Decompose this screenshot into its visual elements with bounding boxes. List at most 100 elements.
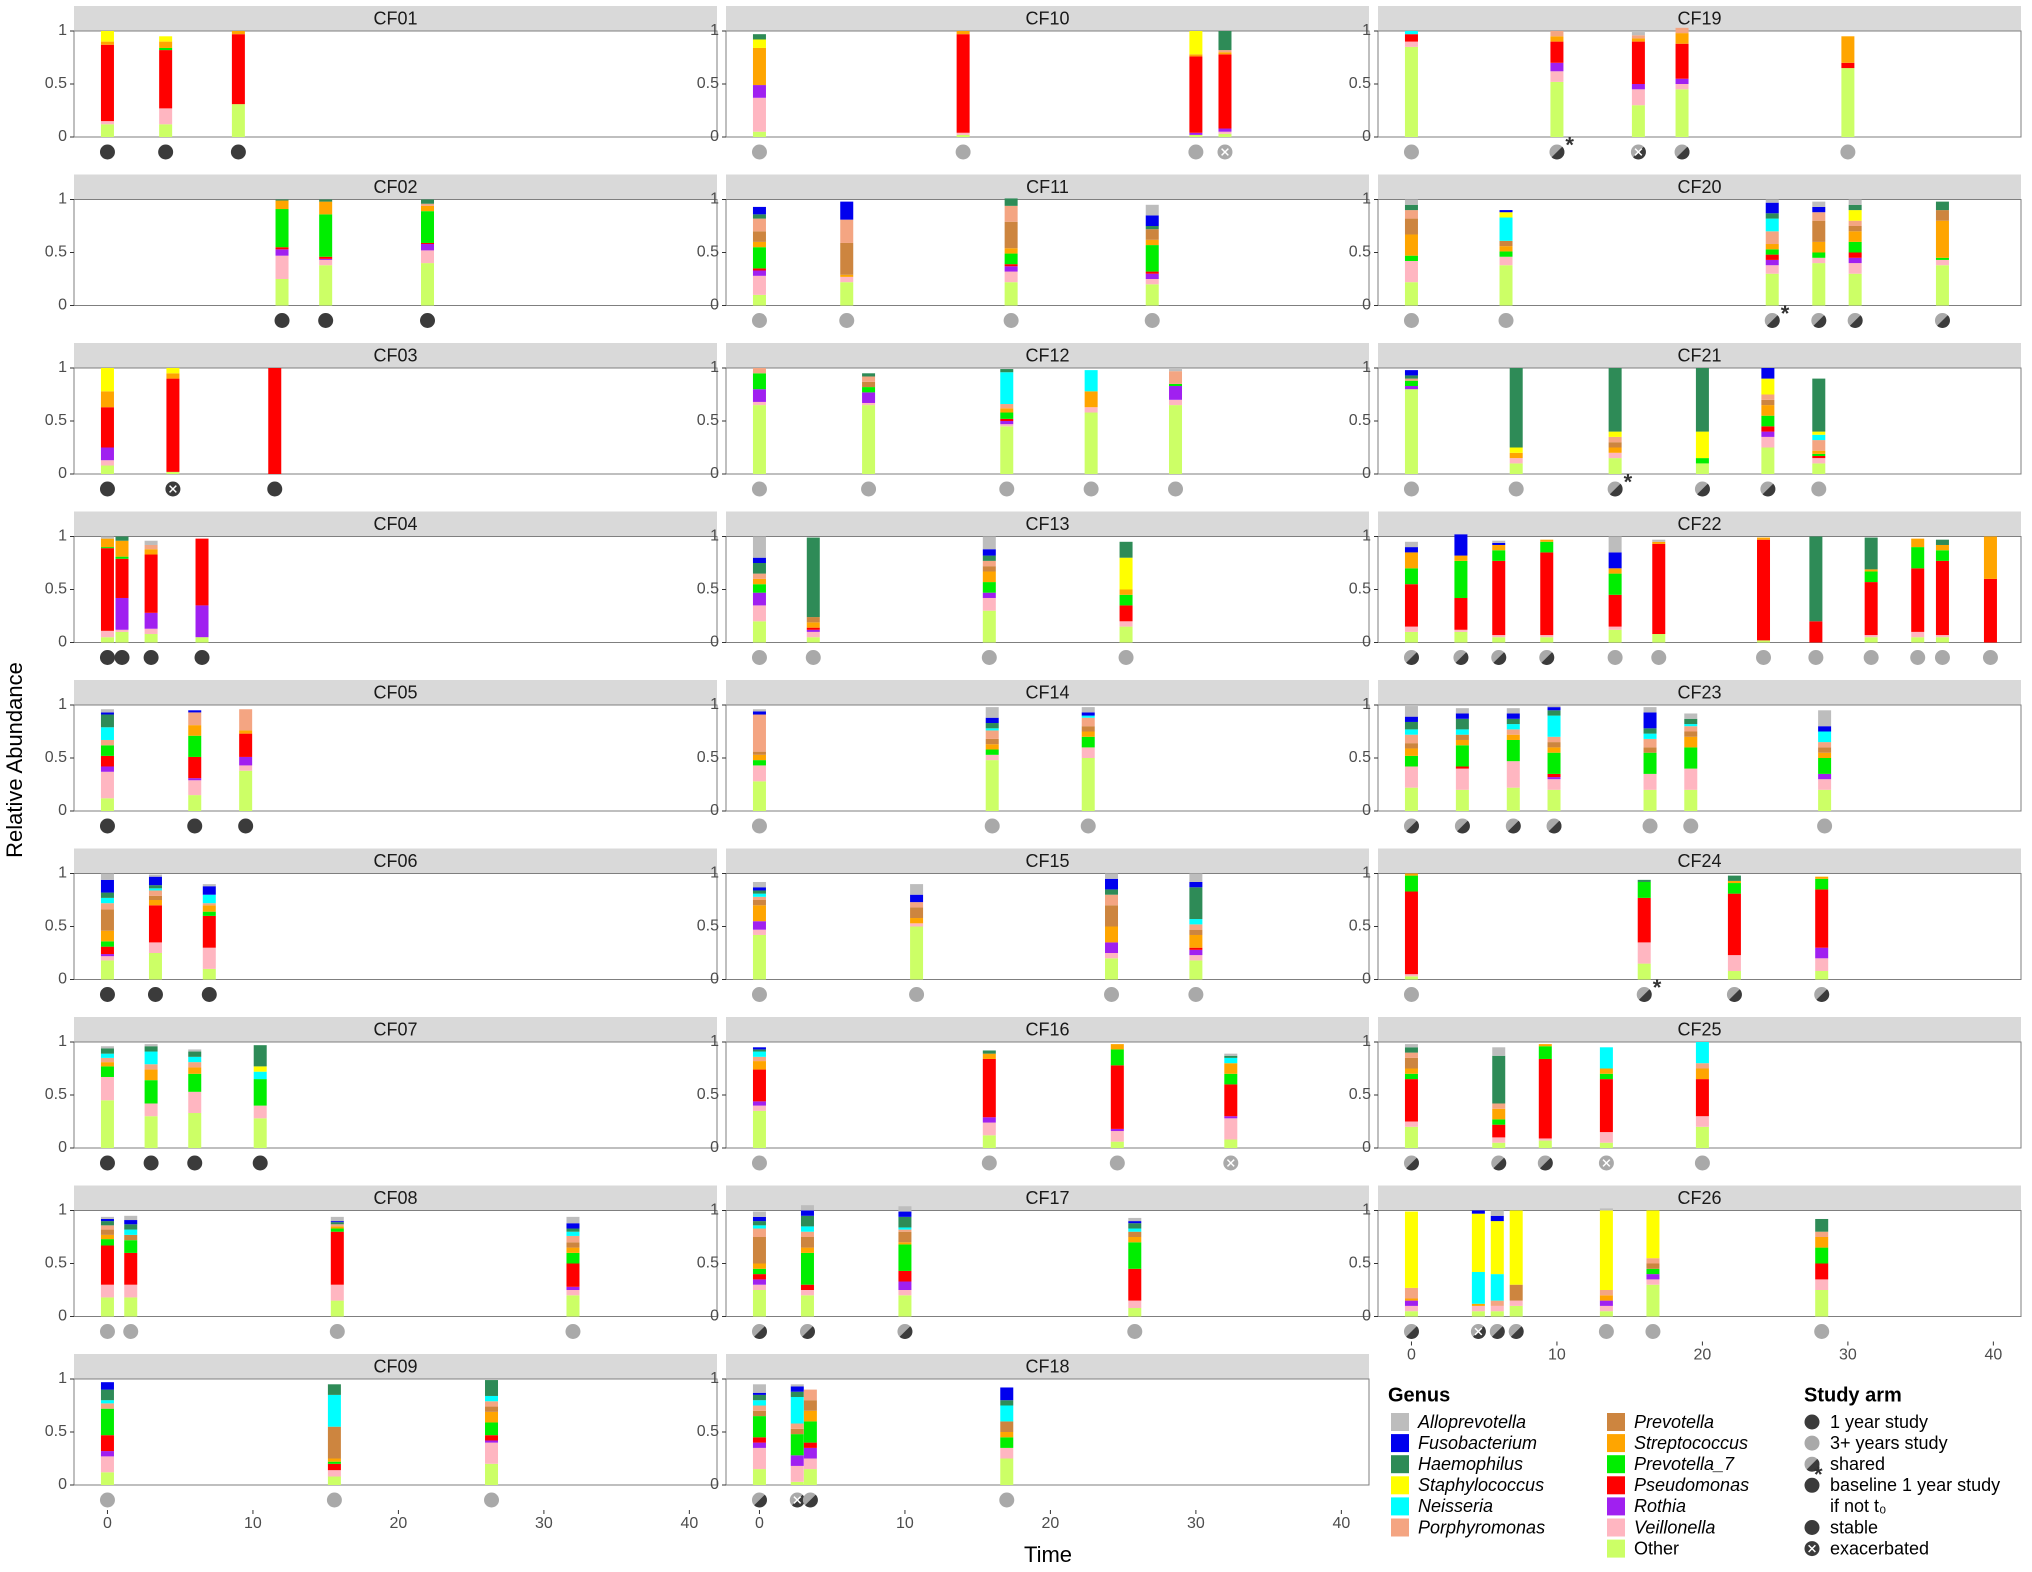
facet-strip (726, 511, 1369, 537)
bar-segment (1404, 1079, 1418, 1122)
bar-segment (100, 1234, 114, 1240)
y-tick-label: 0.5 (1349, 75, 1371, 92)
bar-segment (898, 1295, 912, 1317)
bar-segment (803, 1469, 817, 1485)
study-arm-marker (999, 1492, 1015, 1508)
bar-segment (752, 389, 766, 402)
bar-segment (100, 1403, 114, 1409)
bar-segment (752, 270, 766, 276)
facet-strip (726, 1185, 1369, 1211)
bar-segment (1404, 260, 1418, 283)
bar-segment (1000, 1387, 1014, 1401)
study-arm-marker (99, 987, 115, 1002)
y-tick-label: 0 (710, 802, 719, 819)
bar-segment (166, 378, 180, 472)
study-arm-marker (252, 1155, 268, 1171)
y-tick-label: 1 (1362, 1202, 1371, 1219)
bar-segment (1492, 1103, 1506, 1109)
y-tick-label: 0.5 (697, 581, 719, 598)
study-arm-marker (99, 1155, 115, 1171)
bar-segment (1848, 252, 1862, 258)
bar-segment (1608, 552, 1622, 569)
study-arm-marker-half (1762, 483, 1776, 497)
bar-segment (1492, 1142, 1506, 1148)
bar-segment (1538, 1046, 1552, 1059)
facet-strip (1378, 1185, 2021, 1211)
facet-title: CF26 (1677, 1188, 1721, 1208)
y-tick-label: 1 (58, 865, 67, 882)
bar-segment (752, 905, 766, 922)
bar-segment (1695, 1063, 1709, 1069)
bar-segment (806, 537, 820, 618)
bar-segment (239, 770, 253, 811)
bar-segment (985, 730, 999, 739)
bar-segment (1547, 715, 1561, 737)
bar-segment (1454, 597, 1468, 630)
bar-segment (1169, 369, 1183, 372)
facet-title: CF22 (1677, 514, 1721, 534)
bar-segment (1404, 743, 1418, 749)
bar-segment (1455, 713, 1469, 719)
facet-title: CF05 (373, 682, 417, 702)
bar-segment (1404, 584, 1418, 627)
bar-segment (1727, 880, 1741, 884)
bar-segment (1848, 231, 1862, 242)
bar-segment (752, 373, 766, 390)
bar-segment (985, 707, 999, 718)
study-arm-marker (1840, 144, 1856, 160)
bar-segment (752, 751, 766, 755)
bar-segment (1189, 881, 1203, 888)
bar-segment (1224, 1073, 1238, 1085)
study-arm-marker (1168, 481, 1184, 497)
bar-segment (1224, 1063, 1238, 1074)
bar-segment (1643, 712, 1657, 729)
bar-segment (1128, 1237, 1142, 1243)
bar-segment (115, 597, 129, 630)
bar-segment (566, 1228, 580, 1232)
bar-segment (1000, 1432, 1014, 1438)
bar-segment (806, 627, 820, 630)
bar-segment (1643, 707, 1657, 713)
x-tick-label: 20 (1694, 1347, 1712, 1364)
x-tick-label: 0 (1407, 1347, 1416, 1364)
bar-segment (1761, 436, 1775, 448)
study-arm-marker (99, 1492, 115, 1508)
bar-segment (202, 886, 216, 895)
facet-title: CF16 (1025, 1019, 1069, 1039)
bar-segment (1490, 1221, 1504, 1275)
bar-segment (1404, 748, 1418, 756)
bar-segment (1455, 718, 1469, 730)
legend-swatch (1391, 1476, 1409, 1495)
exacerbated-cross (1221, 148, 1229, 156)
bar-segment (1608, 536, 1622, 553)
bar-segment (421, 211, 435, 243)
study-arm-marker (484, 1492, 500, 1508)
bar-segment (982, 571, 996, 583)
bar-segment (956, 31, 970, 35)
bar-segment (790, 1386, 804, 1392)
bar-segment (1490, 1215, 1504, 1222)
bar-segment (1218, 54, 1232, 129)
bar-segment (100, 941, 114, 947)
bar-segment (1404, 386, 1418, 390)
bar-segment (253, 1118, 267, 1148)
study-arm-marker-half (1676, 146, 1690, 160)
bar-segment (188, 1049, 202, 1052)
y-tick-label: 0.5 (45, 244, 67, 261)
bar-segment (100, 1225, 114, 1230)
bar-segment (188, 1062, 202, 1068)
bar-segment (840, 276, 854, 283)
bar-segment (159, 108, 173, 125)
study-arm-marker (1934, 650, 1950, 665)
study-arm-marker (1814, 1324, 1830, 1339)
bar-segment (566, 1216, 580, 1224)
bar-segment (327, 1426, 341, 1459)
bar-segment (1599, 1047, 1613, 1069)
bar-segment (159, 41, 173, 48)
bar-segment (1224, 1116, 1238, 1119)
bar-segment (159, 36, 173, 42)
bar-segment (1599, 1142, 1613, 1148)
bar-segment (1169, 371, 1183, 384)
study-arm-marker (984, 818, 1000, 834)
